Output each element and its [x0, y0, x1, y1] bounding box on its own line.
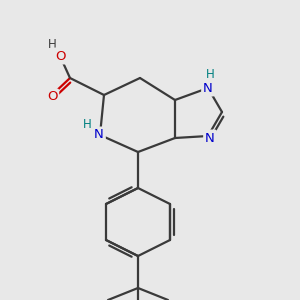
Text: N: N [94, 128, 104, 142]
Text: H: H [48, 38, 56, 50]
Text: H: H [206, 68, 214, 80]
Text: N: N [205, 131, 215, 145]
Text: O: O [55, 50, 65, 62]
Text: N: N [203, 82, 213, 94]
Text: H: H [82, 118, 91, 131]
Text: O: O [47, 91, 57, 103]
